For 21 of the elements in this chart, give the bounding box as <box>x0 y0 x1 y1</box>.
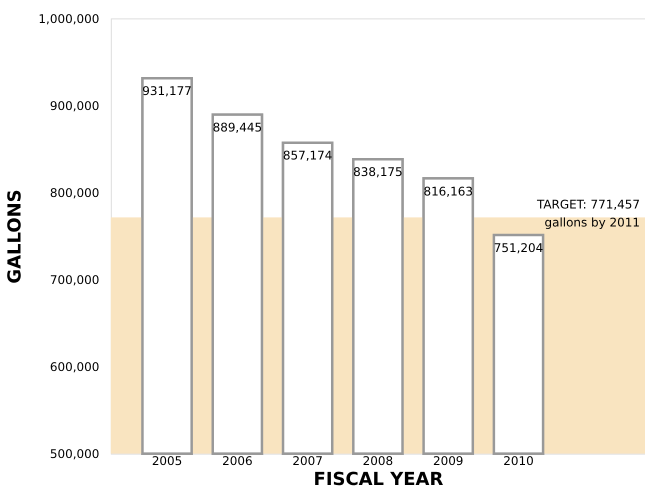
y-tick-label: 800,000 <box>50 186 100 200</box>
data-label: 857,174 <box>282 148 332 163</box>
x-tick-label: 2009 <box>432 454 464 468</box>
x-tick-label: 2008 <box>362 454 394 468</box>
y-tick-label: 700,000 <box>50 273 100 288</box>
y-tick-label: 1,000,000 <box>38 12 100 26</box>
x-axis-title: FISCAL YEAR <box>314 469 444 490</box>
y-tick-label: 600,000 <box>50 360 100 374</box>
x-tick-label: 2007 <box>292 454 323 468</box>
data-label: 751,204 <box>494 240 544 255</box>
band-label: TARGET: 771,457 gallons by 2011 <box>536 197 640 230</box>
x-tick-label: 2010 <box>503 454 534 468</box>
data-label: 838,175 <box>353 165 403 180</box>
y-tick-label: 900,000 <box>50 98 100 113</box>
x-tick-label: 2005 <box>152 454 182 468</box>
data-label: 889,445 <box>212 120 262 135</box>
y-axis-title: GALLONS <box>4 189 26 284</box>
x-tick-label: 2006 <box>222 454 253 468</box>
data-label: 931,177 <box>142 84 192 98</box>
y-tick-label: 500,000 <box>50 447 100 462</box>
data-label: 816,163 <box>423 184 473 198</box>
